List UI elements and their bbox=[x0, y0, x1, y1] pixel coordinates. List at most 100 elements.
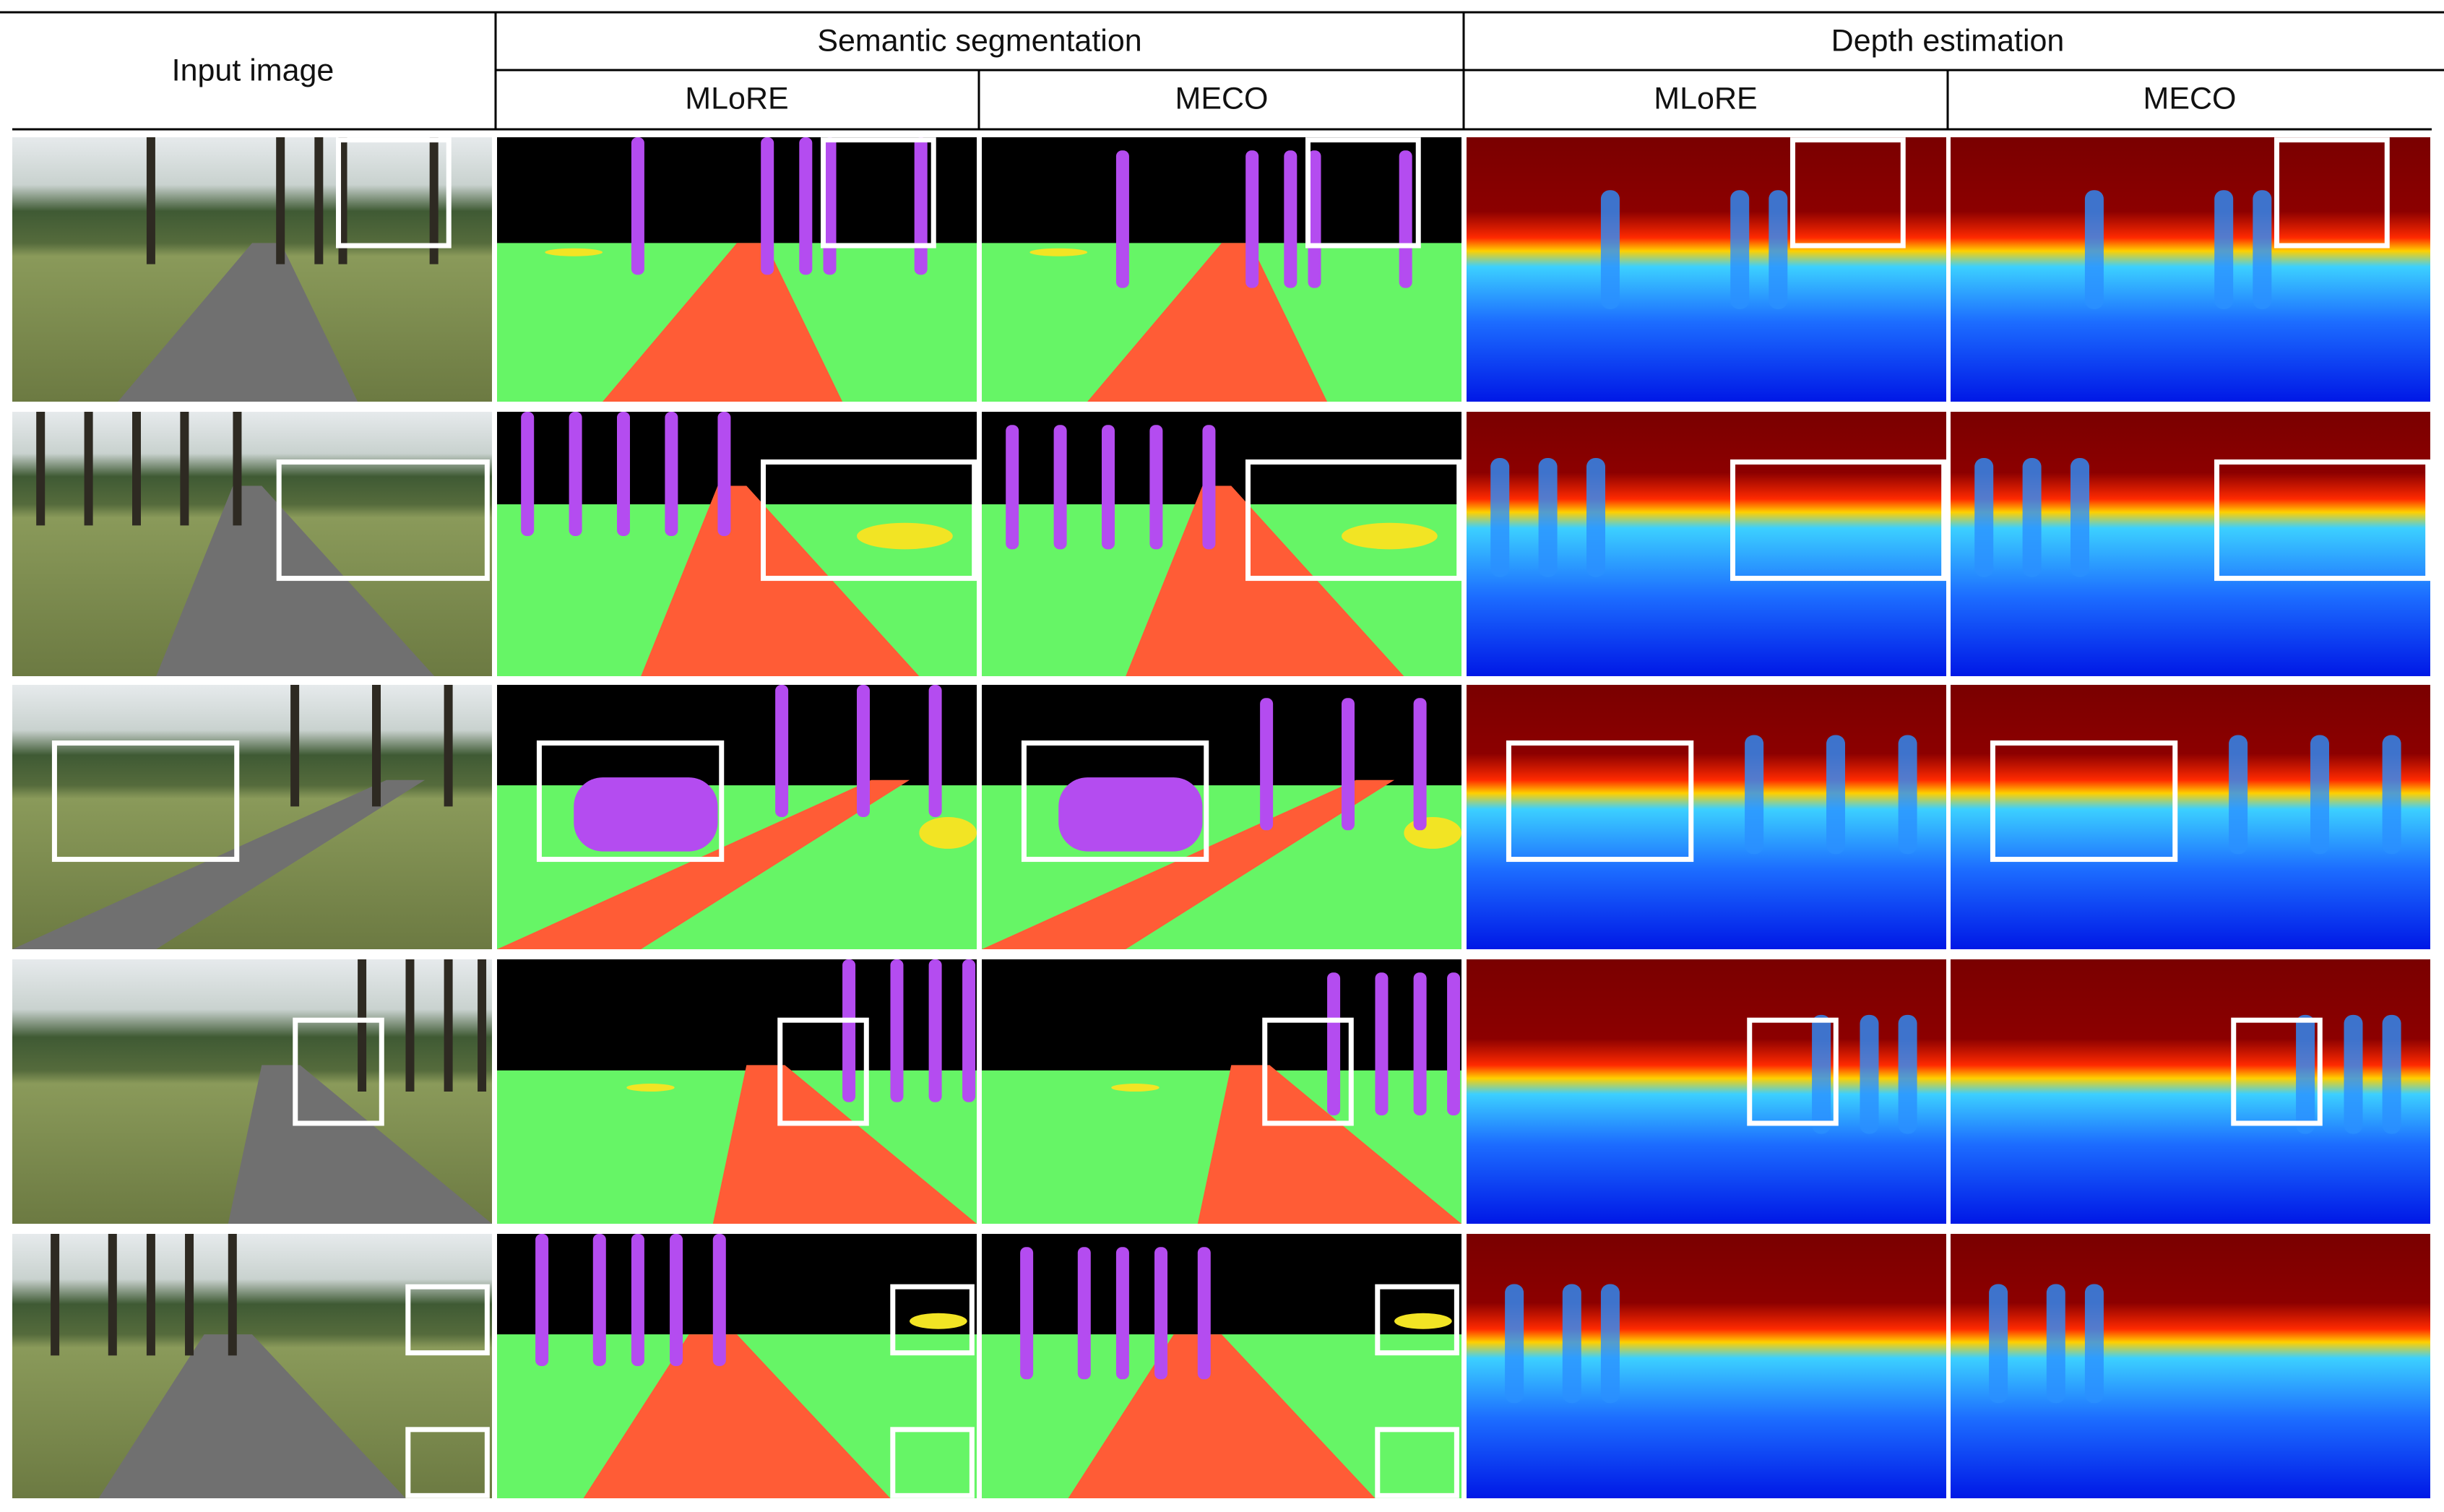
depth-object bbox=[1826, 735, 1845, 855]
seg-tree bbox=[1115, 150, 1129, 288]
seg-road bbox=[497, 779, 910, 949]
seg-sand bbox=[857, 522, 953, 550]
seg-tree bbox=[823, 137, 837, 275]
seg-sand bbox=[919, 817, 977, 849]
seg-tree bbox=[1284, 150, 1297, 288]
seg-tree bbox=[1245, 150, 1259, 288]
photo-tree bbox=[228, 1234, 237, 1356]
depth-object bbox=[1586, 458, 1605, 577]
depth-object bbox=[2071, 458, 2089, 577]
seg-tree bbox=[1308, 150, 1321, 288]
seg-tree bbox=[1260, 698, 1274, 831]
seg-tree bbox=[1102, 425, 1115, 550]
highlight-box bbox=[1021, 740, 1209, 863]
seg-tree bbox=[928, 685, 942, 817]
depth-map bbox=[1951, 685, 2430, 949]
seg-sand bbox=[1404, 817, 1462, 849]
photo-tree bbox=[108, 1234, 117, 1356]
seg-tree bbox=[1399, 150, 1412, 288]
depth-object bbox=[1730, 190, 1750, 309]
method-header: MECO bbox=[2143, 81, 2237, 116]
photo-tree bbox=[429, 137, 439, 264]
seg-tree bbox=[521, 412, 535, 537]
seg-tree bbox=[631, 1234, 644, 1366]
photo-tree bbox=[185, 1234, 194, 1356]
highlight-box bbox=[1790, 137, 1906, 249]
seg-tree bbox=[1115, 1247, 1129, 1380]
seg-tree bbox=[799, 137, 813, 275]
seg-tree bbox=[761, 137, 774, 275]
depth-object bbox=[1860, 1014, 1879, 1134]
seg-tree bbox=[1077, 1247, 1091, 1380]
seg-road bbox=[1068, 1334, 1376, 1498]
photo-tree bbox=[146, 1234, 155, 1356]
highlight-box bbox=[405, 1284, 490, 1356]
seg-tree bbox=[775, 685, 789, 817]
depth-object bbox=[2296, 1014, 2315, 1134]
photo-road bbox=[156, 485, 435, 676]
seg-sand bbox=[626, 1084, 675, 1092]
depth-object bbox=[2214, 190, 2234, 309]
photo-road bbox=[98, 1334, 406, 1498]
seg-sand bbox=[1111, 1084, 1160, 1092]
depth-map bbox=[1467, 1234, 1946, 1498]
photo-tree bbox=[36, 412, 46, 526]
depth-object bbox=[1812, 1014, 1831, 1134]
seg-tree bbox=[842, 959, 856, 1102]
group-header: Semantic segmentation bbox=[817, 23, 1141, 58]
depth-map bbox=[1467, 137, 1946, 402]
photo-tree bbox=[372, 685, 381, 807]
depth-object bbox=[1769, 190, 1788, 309]
seg-tree bbox=[857, 685, 870, 817]
highlight-box bbox=[761, 459, 977, 582]
highlight-box bbox=[1262, 1017, 1354, 1126]
depth-map bbox=[1467, 685, 1946, 949]
photo-tree bbox=[180, 412, 189, 526]
photo-tree bbox=[146, 137, 155, 264]
seg-road bbox=[982, 779, 1395, 949]
highlight-box bbox=[821, 137, 936, 249]
depth-object bbox=[2229, 735, 2248, 855]
depth-object bbox=[1989, 1284, 2008, 1404]
seg-tree bbox=[717, 412, 731, 537]
highlight-box bbox=[1730, 459, 1947, 582]
photo-tree bbox=[314, 137, 324, 264]
highlight-box bbox=[890, 1284, 975, 1356]
photo-tree bbox=[358, 959, 367, 1092]
seg-tree bbox=[1154, 1247, 1168, 1380]
highlight-box bbox=[293, 1017, 384, 1126]
image-grid bbox=[12, 137, 2431, 1498]
highlight-box bbox=[777, 1017, 869, 1126]
seg-tree bbox=[1447, 972, 1461, 1115]
depth-object bbox=[2253, 190, 2272, 309]
seg-tree bbox=[670, 1234, 683, 1366]
depth-object bbox=[1974, 458, 1994, 577]
seg-tree bbox=[962, 959, 976, 1102]
photo-road bbox=[118, 243, 358, 402]
seg-sand bbox=[910, 1313, 967, 1329]
depth-object bbox=[1745, 735, 1764, 855]
seg-tree bbox=[569, 412, 582, 537]
depth-object bbox=[1505, 1284, 1524, 1404]
seg-tree bbox=[1149, 425, 1163, 550]
depth-object bbox=[2084, 190, 2104, 309]
depth-map bbox=[1951, 1234, 2430, 1498]
input-header: Input image bbox=[172, 53, 334, 87]
seg-vehicle bbox=[574, 777, 718, 852]
seg-road bbox=[1126, 485, 1404, 676]
highlight-box bbox=[1245, 459, 1462, 582]
method-header: MLoRE bbox=[1654, 81, 1757, 116]
seg-tree bbox=[1006, 425, 1019, 550]
seg-tree bbox=[1202, 425, 1216, 550]
photo-tree bbox=[84, 412, 93, 526]
seg-tree bbox=[1197, 1247, 1211, 1380]
photo-tree bbox=[290, 685, 300, 807]
photo-tree bbox=[132, 412, 141, 526]
photo-tree bbox=[233, 412, 242, 526]
depth-object bbox=[1490, 458, 1510, 577]
highlight-box bbox=[1375, 1427, 1459, 1498]
seg-tree bbox=[1413, 972, 1427, 1115]
seg-sand bbox=[1394, 1313, 1452, 1329]
seg-sand bbox=[545, 248, 603, 256]
